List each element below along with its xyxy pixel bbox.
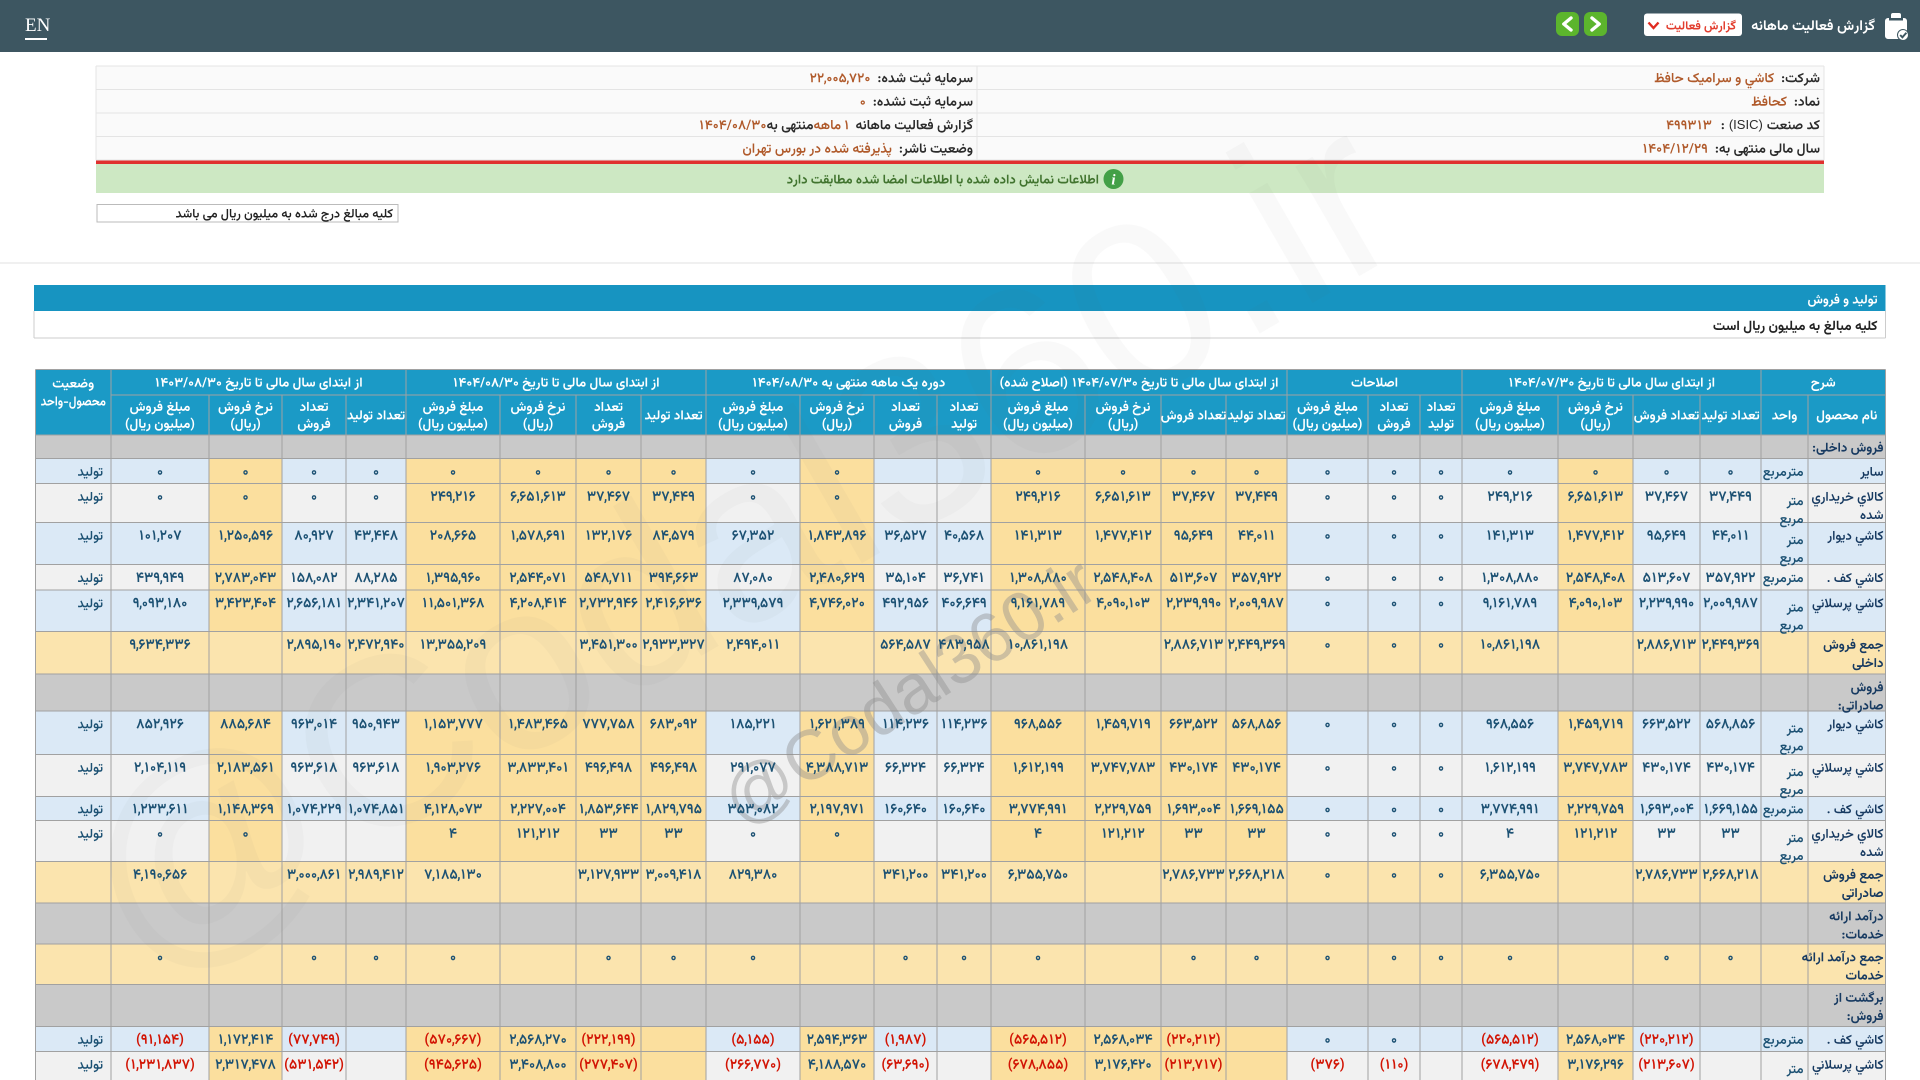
svg-text:(ISIC): (ISIC) xyxy=(1729,117,1763,132)
svg-text:i: i xyxy=(1111,173,1116,189)
svg-text:EN: EN xyxy=(25,15,51,36)
